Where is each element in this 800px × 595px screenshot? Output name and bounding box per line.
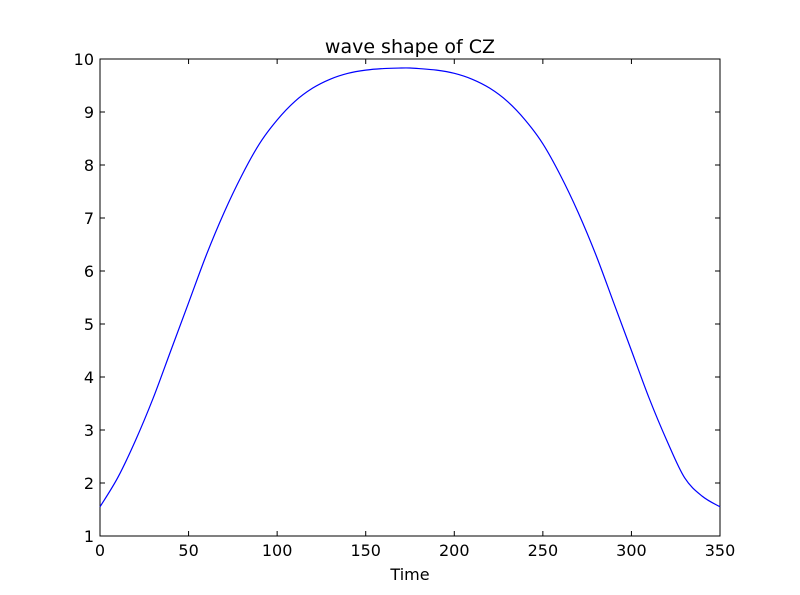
y-tick-label: 7 [84, 209, 94, 228]
y-tick-label: 3 [84, 421, 94, 440]
y-tick-label: 6 [84, 262, 94, 281]
plot-frame [99, 58, 721, 537]
plot-area: 0 50 100 150 200 250 300 350 1 2 3 4 5 6 7 8 9 10 [74, 50, 736, 560]
series-line [99, 67, 721, 508]
x-tick-label: 300 [616, 541, 647, 560]
y-tick-label: 9 [84, 103, 94, 122]
y-tick-label: 2 [84, 474, 94, 493]
y-tick-label: 5 [84, 315, 94, 334]
y-tick-label: 8 [84, 156, 94, 175]
y-tick-label: 4 [84, 368, 94, 387]
x-tick-label: 350 [705, 541, 736, 560]
y-tick-label: 10 [74, 50, 94, 69]
chart-title: wave shape of CZ [325, 36, 495, 58]
x-tick-label: 150 [350, 541, 381, 560]
x-axis-label: Time [389, 565, 429, 584]
x-tick-label: 100 [262, 541, 293, 560]
y-tick-label: 1 [84, 527, 94, 546]
x-tick-label: 250 [528, 541, 559, 560]
x-tick-label: 50 [178, 541, 198, 560]
x-tick-label: 0 [95, 541, 105, 560]
x-tick-label: 200 [439, 541, 470, 560]
